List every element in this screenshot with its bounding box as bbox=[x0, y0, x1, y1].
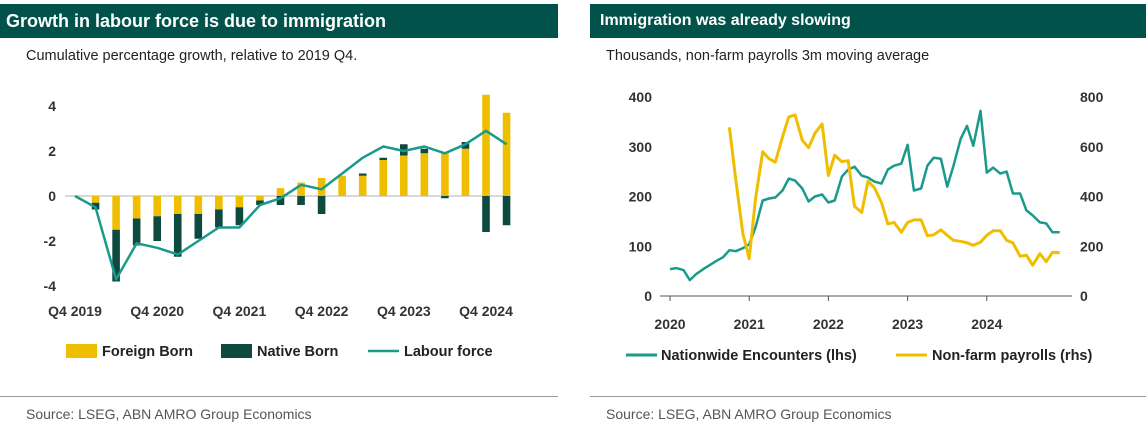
labour-force-title: Growth in labour force is due to immigra… bbox=[0, 4, 558, 38]
foreign-born-bar bbox=[502, 112, 511, 196]
foreign-born-bar bbox=[91, 196, 100, 203]
native-born-bar bbox=[297, 196, 305, 205]
native-born-bar bbox=[276, 196, 285, 205]
native-born-bar bbox=[215, 209, 223, 228]
legend-swatch-foreign-born bbox=[66, 344, 97, 358]
native-born-bar bbox=[173, 214, 182, 257]
foreign-born-bar bbox=[400, 155, 408, 196]
right-y-tick-label: 400 bbox=[1080, 189, 1104, 205]
immigration-subtitle: Thousands, non-farm payrolls 3m moving a… bbox=[606, 48, 930, 64]
x-tick-label: Q4 2024 bbox=[459, 303, 513, 319]
immigration-panel: Immigration was already slowing Thousand… bbox=[590, 0, 1146, 430]
native-born-bar bbox=[153, 216, 161, 241]
native-born-bar bbox=[132, 218, 141, 246]
y-tick-label: -2 bbox=[44, 233, 57, 249]
legend-label-encounters: Nationwide Encounters (lhs) bbox=[661, 348, 857, 364]
foreign-born-bar bbox=[235, 196, 244, 208]
foreign-born-bar bbox=[482, 94, 490, 196]
y-tick-label: 0 bbox=[48, 188, 56, 204]
foreign-born-bar bbox=[173, 196, 182, 214]
native-born-bar bbox=[317, 196, 326, 214]
left-y-tick-label: 300 bbox=[629, 139, 653, 155]
x-tick-label: Q4 2023 bbox=[377, 303, 431, 319]
y-tick-label: 4 bbox=[48, 98, 56, 114]
x-tick-label: Q4 2020 bbox=[130, 303, 184, 319]
left-y-tick-label: 0 bbox=[644, 288, 652, 304]
x-tick-label: 2024 bbox=[971, 316, 1002, 332]
left-y-tick-label: 400 bbox=[629, 89, 653, 105]
native-born-bar bbox=[502, 196, 511, 226]
foreign-born-bar bbox=[215, 196, 223, 210]
y-tick-label: 2 bbox=[48, 143, 56, 159]
footer-divider bbox=[590, 396, 1146, 397]
native-born-bar bbox=[441, 196, 449, 199]
native-born-bar bbox=[194, 214, 203, 239]
native-born-bar bbox=[112, 229, 120, 282]
non-farm-payrolls-line bbox=[727, 113, 1060, 267]
x-tick-label: Q4 2021 bbox=[213, 303, 267, 319]
left-y-tick-label: 200 bbox=[629, 189, 653, 205]
foreign-born-bar bbox=[112, 196, 120, 230]
legend-label-labour-force: Labour force bbox=[404, 344, 493, 360]
footer-divider bbox=[0, 396, 558, 397]
foreign-born-bar bbox=[276, 188, 285, 196]
x-tick-label: Q4 2022 bbox=[295, 303, 349, 319]
legend-swatch-native-born bbox=[221, 344, 252, 358]
labour-force-subtitle: Cumulative percentage growth, relative t… bbox=[26, 48, 358, 64]
immigration-source: Source: LSEG, ABN AMRO Group Economics bbox=[606, 406, 892, 422]
native-born-bar bbox=[420, 148, 429, 154]
foreign-born-bar bbox=[441, 153, 449, 196]
native-born-bar bbox=[379, 157, 388, 160]
y-tick-label: -4 bbox=[44, 278, 57, 294]
legend-label-native-born: Native Born bbox=[257, 344, 338, 360]
foreign-born-bar bbox=[256, 196, 264, 201]
right-y-tick-label: 200 bbox=[1080, 238, 1104, 254]
nationwide-encounters-line bbox=[669, 109, 1060, 282]
foreign-born-bar bbox=[153, 196, 161, 217]
right-y-tick-label: 800 bbox=[1080, 89, 1104, 105]
labour-force-line bbox=[74, 129, 508, 281]
right-y-tick-label: 600 bbox=[1080, 139, 1104, 155]
right-y-tick-label: 0 bbox=[1080, 288, 1088, 304]
foreign-born-bar bbox=[132, 196, 141, 219]
labour-force-chart: 4 2 0 -2 -4 Q4 2019 Q4 2020 Q4 2021 Q4 2022 Q4 20… bbox=[44, 94, 513, 360]
foreign-born-bar bbox=[194, 196, 203, 214]
x-tick-label: 2020 bbox=[654, 316, 685, 332]
foreign-born-bar bbox=[297, 182, 305, 196]
x-tick-label: 2023 bbox=[892, 316, 923, 332]
foreign-born-bar bbox=[379, 160, 388, 196]
legend-label-foreign-born: Foreign Born bbox=[102, 344, 193, 360]
native-born-bar bbox=[256, 200, 264, 205]
foreign-born-bar bbox=[461, 148, 470, 196]
labour-force-panel: Growth in labour force is due to immigra… bbox=[0, 0, 558, 430]
native-born-bar bbox=[482, 196, 490, 232]
x-tick-label: 2022 bbox=[813, 316, 844, 332]
foreign-born-bar bbox=[338, 175, 346, 196]
native-born-bar bbox=[235, 207, 244, 226]
native-born-bar bbox=[358, 173, 367, 176]
foreign-born-bar bbox=[358, 175, 367, 196]
x-tick-label: Q4 2019 bbox=[48, 303, 102, 319]
immigration-chart: 0 100 200 300 400 0 200 400 600 800 2020 2021 2022 20… bbox=[626, 89, 1104, 364]
foreign-born-bar bbox=[317, 178, 326, 196]
foreign-born-bar bbox=[420, 153, 429, 196]
legend-label-payrolls: Non-farm payrolls (rhs) bbox=[932, 348, 1092, 364]
x-tick-label: 2021 bbox=[734, 316, 765, 332]
immigration-title: Immigration was already slowing bbox=[590, 4, 1146, 38]
left-y-tick-label: 100 bbox=[629, 238, 653, 254]
labour-force-source: Source: LSEG, ABN AMRO Group Economics bbox=[26, 406, 312, 422]
